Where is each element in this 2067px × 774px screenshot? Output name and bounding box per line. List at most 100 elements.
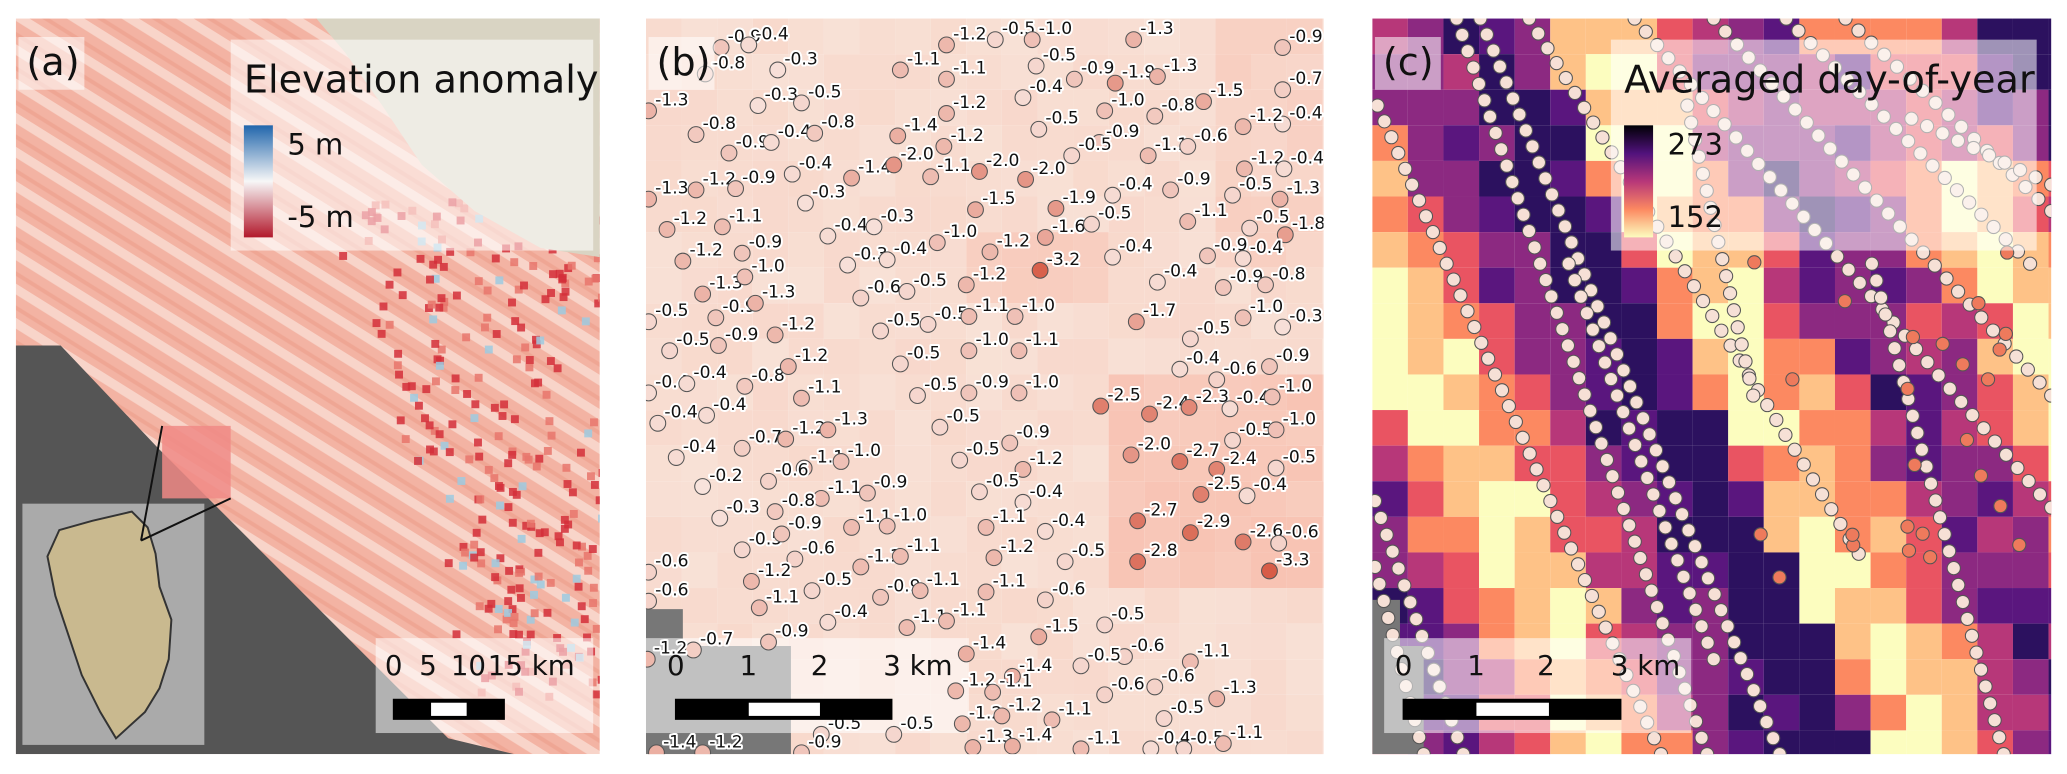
cell	[752, 232, 789, 268]
point-label: -1.1	[729, 206, 762, 226]
track-dot	[1376, 593, 1391, 609]
cell	[1073, 410, 1109, 446]
cell	[645, 160, 682, 197]
panel-label: (b)	[656, 41, 710, 85]
cell	[1692, 374, 1729, 411]
point-label: -1.0	[1279, 376, 1312, 396]
cell	[645, 267, 682, 304]
point-label: -0.5	[924, 375, 957, 395]
point-label: -1.5	[1210, 81, 1243, 101]
cell	[1322, 196, 1324, 233]
track-dot	[1591, 604, 1606, 619]
point	[736, 377, 754, 395]
speckle	[541, 295, 550, 304]
cell	[1728, 481, 1764, 517]
track-dot	[1676, 569, 1691, 584]
cell	[1251, 588, 1287, 624]
cell	[1073, 445, 1109, 482]
point	[891, 355, 909, 373]
point	[1056, 553, 1074, 571]
point-label: -0.6	[775, 461, 808, 481]
cell	[1322, 89, 1324, 126]
point	[783, 165, 801, 183]
point	[928, 234, 946, 252]
track-dot	[1655, 616, 1670, 631]
track-dot	[1978, 679, 1993, 694]
cell	[1514, 338, 1551, 375]
cell	[2048, 410, 2052, 446]
track-dot	[1779, 18, 1794, 26]
cell	[859, 89, 896, 126]
point-label: -1.2	[953, 93, 986, 113]
speckle	[547, 289, 555, 297]
point	[762, 134, 780, 151]
speckle	[483, 313, 492, 322]
track-dot	[1635, 411, 1651, 426]
cell	[1251, 623, 1287, 660]
point-label: -0.3	[812, 183, 845, 203]
track-dot	[1453, 288, 1468, 303]
cell	[1834, 410, 1871, 446]
track-dot	[2044, 500, 2052, 515]
track-dot	[1404, 177, 1420, 192]
point	[843, 169, 861, 187]
speckle	[445, 448, 454, 457]
point-label: -1.6	[1052, 217, 1085, 237]
cell	[1001, 588, 1038, 624]
track-dot	[1649, 599, 1665, 615]
track-dot	[1544, 289, 1559, 304]
cell	[1108, 730, 1145, 755]
speckle	[530, 590, 538, 599]
point	[1030, 628, 1048, 646]
speckle	[476, 495, 485, 504]
track-dot	[2032, 375, 2047, 390]
speckle	[563, 480, 572, 488]
cell	[966, 89, 1002, 126]
cell	[1407, 303, 1444, 339]
point-label: -1.2	[1030, 449, 1063, 469]
speckle	[474, 277, 483, 286]
speckle	[401, 435, 410, 444]
point-label: -0.4	[834, 216, 867, 236]
point	[1148, 273, 1166, 291]
point-label: -1.2	[1001, 537, 1034, 557]
speckle	[425, 421, 434, 430]
track-dot	[1677, 264, 1692, 279]
track-dot	[1722, 286, 1738, 301]
track-dot	[1976, 421, 1991, 436]
cell	[1286, 445, 1323, 482]
cell	[1479, 588, 1515, 624]
cell	[681, 445, 718, 482]
cell	[1286, 338, 1323, 375]
cell	[1977, 588, 2013, 624]
track-dot	[1398, 161, 1413, 176]
point-label: -1.1	[828, 478, 861, 498]
track-dot	[1385, 544, 1400, 559]
point	[953, 715, 971, 733]
point-label: -0.5	[655, 301, 688, 321]
cell	[1657, 730, 1693, 755]
point	[1129, 512, 1147, 530]
cell	[1037, 303, 1074, 339]
cell	[1179, 18, 1216, 55]
point	[733, 541, 751, 559]
cell	[2048, 516, 2052, 553]
cell	[1322, 481, 1324, 517]
point	[736, 268, 754, 286]
cell	[1443, 338, 1480, 375]
cell	[1037, 89, 1074, 126]
speckle	[491, 573, 500, 582]
point	[1125, 31, 1143, 49]
point-label: -0.4	[1186, 349, 1219, 369]
point-label: -0.4	[1291, 148, 1324, 168]
point	[977, 583, 995, 601]
track-dot	[1734, 337, 1749, 352]
point	[1179, 137, 1197, 155]
point-label: -0.9	[1016, 422, 1049, 442]
track-dot	[1482, 109, 1498, 124]
speckle	[491, 254, 500, 263]
cell	[1763, 338, 1800, 375]
scatter-dot	[1959, 432, 1975, 448]
track-dot	[1372, 98, 1385, 113]
cell	[1322, 588, 1324, 624]
